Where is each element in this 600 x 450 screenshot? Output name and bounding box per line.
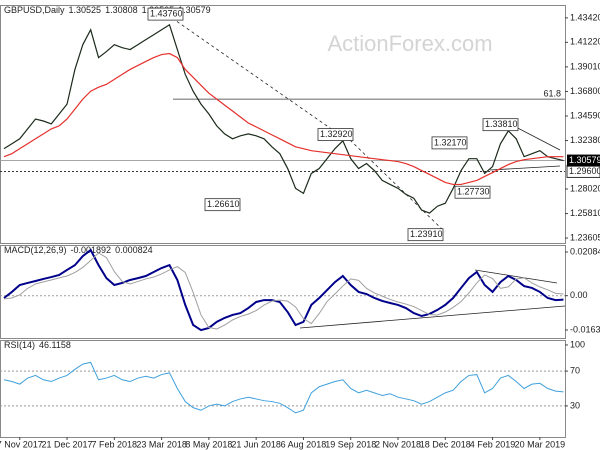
- annotation-label: 1.23910: [410, 229, 443, 239]
- last-price-label: 1.30579: [569, 155, 600, 165]
- y-tick-label: 0.020848: [570, 246, 600, 256]
- y-tick-label: 1.39010: [570, 61, 600, 71]
- annotation-label: 1.43760: [150, 8, 183, 18]
- panel-frame: [0, 245, 566, 339]
- x-tick-label: 8 May 2018: [185, 439, 232, 449]
- series-line: [3, 248, 564, 332]
- y-tick-label: 1.41220: [570, 37, 600, 47]
- x-tick-label: 21 Jun 2018: [231, 439, 281, 449]
- x-tick-label: 20 Mar 2019: [515, 439, 566, 449]
- x-tick-label: 6 Aug 2018: [281, 439, 327, 449]
- panel-frame: [0, 5, 566, 244]
- annotation-label: 1.32170: [434, 137, 467, 147]
- y-tick-label: 100: [570, 339, 585, 349]
- x-tick-label: 21 Dec 2017: [42, 439, 93, 449]
- panel-frame: [0, 340, 566, 438]
- annotation-box: [454, 185, 491, 199]
- indicator-name: RSI(14): [4, 340, 35, 350]
- watermark: ActionForex.com: [327, 31, 492, 56]
- indicator-name: MACD(12,26,9): [4, 245, 67, 255]
- annotation-box: [147, 7, 184, 21]
- x-tick-label: 19 Sep 2018: [325, 439, 376, 449]
- annotation-box: [204, 198, 241, 212]
- reading: 1.30579: [178, 5, 211, 15]
- trend-line: [171, 17, 341, 136]
- reading: 46.1158: [39, 340, 71, 350]
- annotation-label: 1.26610: [207, 199, 240, 209]
- y-tick-label: 1.32380: [570, 135, 600, 145]
- annotation-label: 1.32920: [320, 129, 353, 139]
- reading: 0.000824: [115, 245, 153, 255]
- annotation-box: [482, 118, 519, 132]
- annotation-box: [407, 228, 444, 242]
- series-line: [3, 23, 564, 214]
- y-tick-label: 1.36800: [570, 86, 600, 96]
- panel-title: MACD(12,26,9) -0.001892 0.000824: [4, 245, 153, 255]
- annotation-box: [431, 136, 468, 150]
- annotation-label: 1.33810: [485, 119, 518, 129]
- panel-title: RSI(14) 46.1158: [4, 340, 71, 350]
- y-tick-label: 1.43420: [570, 12, 600, 22]
- price-box-label: 1.29600: [569, 166, 600, 176]
- y-tick-label: 70: [570, 365, 580, 375]
- trend-line: [299, 305, 566, 329]
- y-tick-label: 1.34590: [570, 110, 600, 120]
- y-tick-label: 1.28020: [570, 183, 600, 193]
- series-line: [3, 252, 564, 330]
- reading: 1.30808: [105, 5, 138, 15]
- indicator-name: GBPUSD,Daily: [4, 5, 65, 15]
- y-tick-label: 30: [570, 400, 580, 410]
- series-line: [3, 52, 564, 186]
- annotation-label: 1.27730: [457, 187, 490, 197]
- x-tick-label: 23 Mar 2018: [136, 439, 187, 449]
- x-tick-label: 7 Nov 2017: [0, 439, 43, 449]
- last-price-box: [567, 154, 600, 167]
- trend-line: [489, 165, 561, 171]
- y-tick-label: -0.016389: [570, 324, 600, 334]
- x-tick-label: 7 Feb 2018: [92, 439, 138, 449]
- y-tick-label: 1.23605: [570, 232, 600, 242]
- y-tick-label: 1.25810: [570, 208, 600, 218]
- x-tick-label: 2 Nov 2018: [375, 439, 421, 449]
- annotation-box: [317, 128, 354, 141]
- x-tick-label: 18 Dec 2018: [420, 439, 471, 449]
- trend-line: [474, 269, 558, 284]
- series-line: [3, 361, 564, 414]
- y-tick-label: 0.00: [570, 290, 588, 300]
- fibo-label: 61.8: [543, 88, 561, 98]
- x-tick-label: 4 Feb 2019: [470, 439, 516, 449]
- reading: 1.30525: [69, 5, 102, 15]
- trend-line: [349, 139, 446, 233]
